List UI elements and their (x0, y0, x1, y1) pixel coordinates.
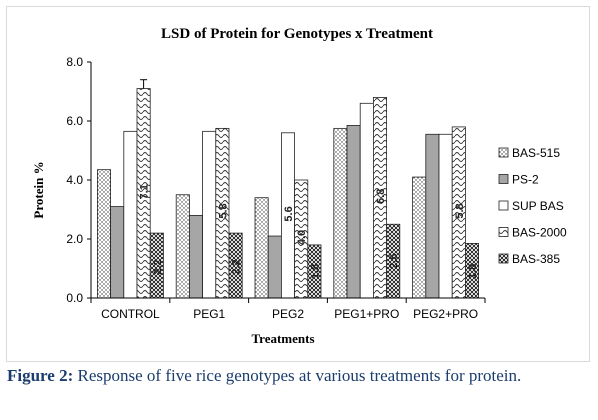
protein-bar-chart: LSD of Protein for Genotypes x Treatment… (31, 26, 567, 346)
y-tick-label: 6.0 (66, 114, 83, 128)
data-label: 5.8 (454, 203, 466, 218)
bar-ps-2 (110, 206, 125, 299)
bar-bas-515 (97, 169, 112, 299)
x-tick-label: PEG1+PRO (334, 307, 399, 321)
y-axis: 0.0 2.0 4.0 6.0 8.0 (66, 55, 91, 305)
x-tick-label: PEG1 (193, 307, 225, 321)
axes-lines (90, 62, 485, 299)
data-label: 2.2 (152, 259, 164, 274)
legend: BAS-515 PS-2 SUP BAS BAS-2000 BAS-385 (498, 146, 567, 266)
bar-sup-bas (123, 130, 138, 299)
legend-swatch (498, 227, 509, 237)
bar-ps-2 (425, 133, 440, 299)
legend-swatch (498, 147, 509, 158)
legend-swatch (498, 253, 509, 264)
data-label: 1.8 (467, 264, 479, 279)
bar-bas-515 (333, 127, 348, 299)
y-tick-label: 4.0 (66, 173, 83, 187)
caption-label: Figure 2: (7, 366, 74, 385)
y-tick-label: 2.0 (66, 232, 83, 246)
data-label: 2.2 (231, 259, 243, 274)
x-axis: CONTROL PEG1 PEG2 PEG1+PRO PEG2+PRO (90, 298, 486, 321)
legend-label: BAS-515 (512, 146, 560, 160)
legend-label: SUP BAS (512, 199, 564, 213)
data-label: 6.8 (375, 189, 387, 204)
x-tick-label: CONTROL (101, 307, 160, 321)
bar-ps-2 (346, 125, 361, 299)
figure-caption: Figure 2: Response of five rice genotype… (7, 366, 587, 386)
x-tick-label: PEG2 (272, 307, 304, 321)
data-labels: 7.1 2.2 5.8 2.2 5.64.0 1.8 6.8 2.5 5.8 1.8 (139, 184, 479, 279)
bar-sup-bas (359, 102, 374, 299)
bar-bas-515 (412, 176, 427, 299)
x-axis-title: Treatments (251, 331, 314, 346)
data-label: 4.0 (296, 230, 308, 245)
chart-frame: LSD of Protein for Genotypes x Treatment… (6, 6, 590, 362)
data-label: 7.1 (139, 184, 151, 199)
bar-bas-515 (175, 194, 190, 299)
bar-ps-2 (267, 235, 282, 299)
legend-label: PS-2 (512, 173, 539, 187)
legend-label: BAS-2000 (512, 226, 567, 240)
bar-bas-515 (254, 197, 269, 299)
bar-ps-2 (188, 214, 203, 299)
x-tick-label: PEG2+PRO (413, 307, 478, 321)
data-label: 5.8 (217, 203, 229, 218)
y-tick-label: 8.0 (66, 55, 83, 69)
chart-title: LSD of Protein for Genotypes x Treatment (161, 26, 433, 42)
data-label: 2.5 (388, 253, 400, 268)
bar-sup-bas (438, 133, 453, 299)
y-tick-label: 0.0 (66, 291, 83, 305)
legend-swatch (498, 200, 509, 211)
bar-sup-bas (202, 130, 217, 299)
caption-text: Response of five rice genotypes at vario… (73, 366, 522, 385)
y-axis-title: Protein % (31, 161, 46, 218)
legend-label: BAS-385 (512, 252, 560, 266)
data-label: 5.6 (283, 206, 295, 221)
legend-swatch (498, 174, 509, 184)
data-label: 1.8 (309, 264, 321, 279)
